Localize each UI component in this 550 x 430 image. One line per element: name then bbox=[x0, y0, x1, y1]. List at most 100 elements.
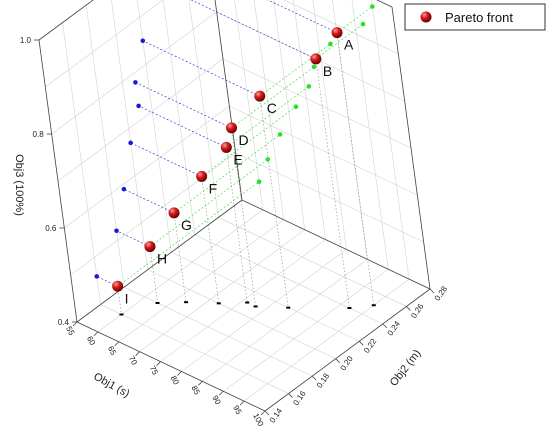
projection-point-back-wall bbox=[294, 104, 299, 109]
axis-frame-edge bbox=[77, 322, 265, 411]
point-label-h: H bbox=[157, 251, 167, 267]
axis-frame-edge bbox=[39, 40, 77, 322]
left-wall-grid-line-y bbox=[204, 0, 242, 200]
z-tick-label: 0.4 bbox=[58, 318, 70, 327]
back-wall-grid-line-z bbox=[204, 0, 392, 7]
y-tick-mark bbox=[430, 289, 434, 293]
projection-point-back-wall bbox=[370, 4, 375, 9]
y-tick-mark bbox=[312, 376, 316, 380]
axis-frame-edge bbox=[204, 0, 392, 7]
projection-point-left-wall bbox=[136, 104, 141, 109]
y-tick-label: 0.18 bbox=[315, 371, 332, 389]
projection-line-obj2-obj3 bbox=[143, 41, 260, 96]
projection-point-floor bbox=[217, 302, 221, 304]
x-tick-label: 75 bbox=[148, 364, 160, 377]
projection-line-obj1-obj3 bbox=[202, 107, 296, 177]
projection-point-floor bbox=[372, 304, 376, 306]
x-tick-mark bbox=[73, 322, 77, 326]
projection-point-floor bbox=[156, 302, 160, 304]
point-label-c: C bbox=[267, 100, 277, 116]
y-tick-mark bbox=[265, 411, 269, 415]
x-tick-label: 100 bbox=[251, 412, 265, 428]
floor-grid-line-y bbox=[101, 305, 289, 394]
projection-point-back-wall bbox=[266, 157, 271, 162]
z-tick-label: 1.0 bbox=[20, 36, 32, 45]
projection-point-left-wall bbox=[140, 38, 145, 43]
legend-label-pareto-front: Pareto front bbox=[445, 10, 513, 25]
pareto-point-a bbox=[332, 27, 343, 38]
back-wall-grid-line-x bbox=[204, 0, 242, 200]
x-tick-mark bbox=[115, 342, 119, 346]
pareto-point-c bbox=[254, 91, 265, 102]
projection-line-obj2-obj3 bbox=[117, 231, 150, 247]
x-tick-mark bbox=[157, 362, 161, 366]
back-wall-grid-line-x bbox=[288, 0, 326, 240]
projection-point-floor bbox=[184, 301, 188, 303]
legend: Pareto front bbox=[405, 4, 545, 30]
point-label-b: B bbox=[323, 63, 332, 79]
floor-grid-line-y bbox=[171, 252, 359, 341]
projection-point-back-wall bbox=[361, 22, 366, 27]
y-axis-label: Obj2 (m) bbox=[388, 348, 424, 389]
x-tick-mark bbox=[261, 411, 265, 415]
projection-line-obj2-obj3 bbox=[135, 82, 231, 127]
floor-grid-line-y bbox=[124, 287, 312, 376]
x-tick-label: 95 bbox=[231, 404, 243, 417]
back-wall-grid-line-x bbox=[308, 0, 346, 249]
projection-point-left-wall bbox=[128, 141, 133, 146]
point-label-f: F bbox=[209, 180, 218, 196]
y-tick-label: 0.28 bbox=[433, 284, 450, 302]
y-tick-mark bbox=[359, 341, 363, 345]
z-tick-label: 0.6 bbox=[45, 224, 57, 233]
floor-grid-line-y bbox=[148, 270, 336, 359]
y-tick-mark bbox=[406, 306, 410, 310]
x-tick-label: 60 bbox=[85, 335, 97, 348]
projection-point-back-wall bbox=[257, 179, 262, 184]
left-wall-grid-line-z bbox=[64, 106, 229, 228]
projection-line-obj1-obj3 bbox=[337, 7, 372, 33]
left-wall-grid-line-z bbox=[52, 12, 217, 134]
x-tick-mark bbox=[198, 381, 202, 385]
y-tick-label: 0.16 bbox=[291, 389, 308, 407]
left-wall-grid-line-z bbox=[45, 0, 210, 87]
projection-line-floor bbox=[316, 59, 350, 308]
projection-point-back-wall bbox=[278, 132, 283, 137]
y-tick-label: 0.26 bbox=[409, 302, 426, 320]
y-tick-label: 0.22 bbox=[362, 336, 379, 354]
x-tick-mark bbox=[240, 401, 244, 405]
z-tick-label: 0.8 bbox=[33, 130, 45, 139]
left-wall-grid-line-y bbox=[157, 0, 195, 235]
y-tick-label: 0.24 bbox=[386, 319, 403, 337]
pareto-point-b bbox=[310, 53, 321, 64]
back-wall-grid-line-x bbox=[371, 0, 409, 279]
pareto-point-d bbox=[226, 122, 237, 133]
x-tick-label: 85 bbox=[189, 384, 201, 397]
floor-grid-line-y bbox=[218, 217, 406, 306]
projection-line-obj2-obj3 bbox=[124, 189, 174, 213]
projection-point-left-wall bbox=[94, 274, 99, 279]
x-tick-mark bbox=[94, 332, 98, 336]
y-tick-mark bbox=[336, 359, 340, 363]
projection-point-floor bbox=[347, 307, 351, 309]
projection-point-left-wall bbox=[122, 187, 127, 192]
point-label-g: G bbox=[181, 217, 192, 233]
projection-point-left-wall bbox=[114, 228, 119, 233]
x-tick-label: 70 bbox=[127, 354, 139, 367]
x-tick-label: 90 bbox=[210, 394, 222, 407]
back-wall-grid-line-z bbox=[236, 153, 424, 242]
legend-marker bbox=[421, 12, 432, 23]
projection-line-floor bbox=[260, 96, 289, 308]
y-tick-mark bbox=[383, 324, 387, 328]
projection-point-floor bbox=[119, 313, 123, 315]
back-wall-grid-line-z bbox=[223, 59, 411, 148]
projection-point-back-wall bbox=[328, 42, 333, 47]
pareto-point-f bbox=[196, 171, 207, 182]
projection-point-back-wall bbox=[312, 65, 317, 70]
y-tick-label: 0.20 bbox=[339, 354, 356, 372]
y-tick-label: 0.14 bbox=[268, 406, 285, 424]
axis-frame-edge bbox=[39, 0, 204, 40]
left-wall-grid-line-z bbox=[71, 153, 236, 275]
floor-grid-line-y bbox=[195, 235, 383, 324]
